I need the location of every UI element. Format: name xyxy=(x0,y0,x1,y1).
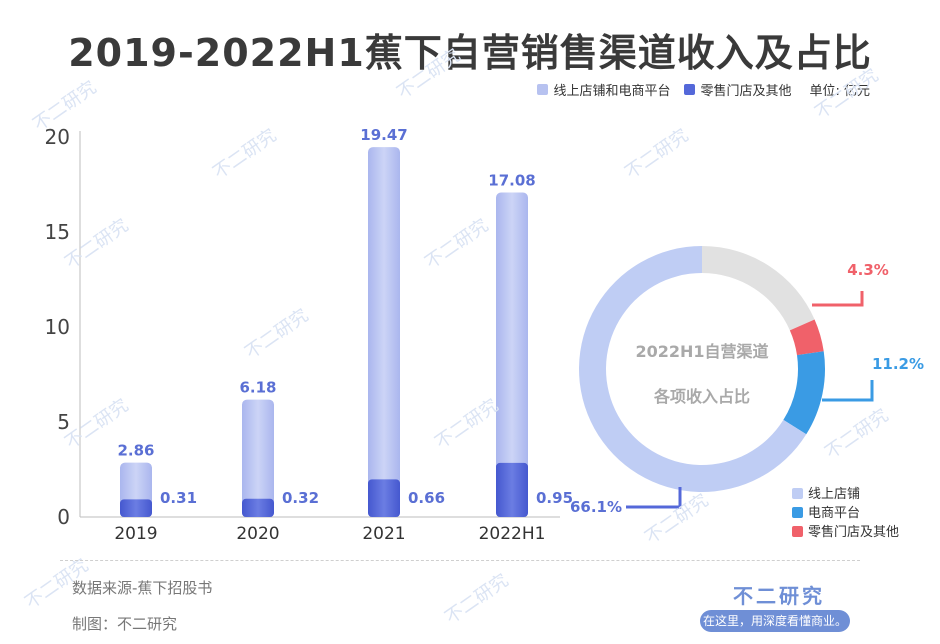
donut-legend-swatch xyxy=(792,488,803,499)
brand-logo-text: 不二研究 xyxy=(733,584,825,608)
chart-maker: 制图：不二研究 xyxy=(72,615,178,633)
bar-retail xyxy=(496,462,528,517)
donut-center-subtitle: 各项收入占比 xyxy=(653,387,750,406)
donut-legend-swatch xyxy=(792,526,803,537)
x-tick-label: 2020 xyxy=(236,524,279,544)
x-tick-label: 2022H1 xyxy=(479,524,546,544)
bar-value-label-online: 2.86 xyxy=(117,442,154,460)
donut-slice xyxy=(702,246,815,331)
donut-center-title: 2022H1自营渠道 xyxy=(635,342,768,361)
bar-online xyxy=(496,192,528,518)
y-tick-label: 15 xyxy=(45,220,70,244)
y-tick-label: 5 xyxy=(57,410,70,434)
legend-label-retail: 零售门店及其他 xyxy=(700,84,792,99)
bar-value-label-online: 6.18 xyxy=(239,379,276,397)
leader-line-light xyxy=(626,487,682,509)
donut-slice xyxy=(783,351,825,435)
legend-item-retail: 零售门店及其他 xyxy=(684,80,791,99)
leader-line-red xyxy=(812,291,864,307)
bar-retail xyxy=(120,499,152,517)
donut-label-blue: 11.2% xyxy=(872,355,924,373)
donut-hole xyxy=(607,274,797,464)
donut-legend-label: 线上店铺 xyxy=(808,487,860,502)
y-tick-label: 0 xyxy=(57,505,70,529)
bar-online xyxy=(368,147,400,517)
legend-item-online: 线上店铺和电商平台 xyxy=(537,80,670,99)
bar-value-label-retail: 0.32 xyxy=(282,489,319,507)
bar-value-label-online: 17.08 xyxy=(488,171,535,189)
donut-legend-label: 电商平台 xyxy=(808,506,860,521)
donut-slice xyxy=(789,319,824,356)
bar-value-label-online: 19.47 xyxy=(360,126,407,144)
donut-legend-swatch xyxy=(792,507,803,518)
footer-divider xyxy=(60,560,860,561)
leader-line-blue xyxy=(822,380,874,402)
data-source: 数据来源-蕉下招股书 xyxy=(72,579,213,597)
donut-legend-label: 零售门店及其他 xyxy=(808,524,899,540)
bar-value-label-retail: 0.66 xyxy=(408,489,445,507)
top-legend: 线上店铺和电商平台 零售门店及其他 单位: 亿元 xyxy=(537,80,870,99)
y-tick-label: 10 xyxy=(45,315,70,339)
chart-title: 2019-2022H1蕉下自营销售渠道收入及占比 xyxy=(68,31,872,75)
bar-value-label-retail: 0.95 xyxy=(536,489,573,507)
y-tick-label: 20 xyxy=(45,125,70,149)
bar-retail xyxy=(242,498,274,517)
brand-slogan: 在这里，用深度看懂商业。 xyxy=(700,610,850,632)
legend-swatch-light xyxy=(537,84,549,95)
bar-value-label-retail: 0.31 xyxy=(160,489,197,507)
unit-label: 单位: 亿元 xyxy=(809,84,870,99)
x-tick-label: 2019 xyxy=(114,524,157,544)
legend-label-online: 线上店铺和电商平台 xyxy=(553,84,671,99)
bar-retail xyxy=(368,479,400,517)
donut-label-light: 66.1% xyxy=(570,498,622,516)
legend-swatch-dark xyxy=(684,84,696,95)
x-tick-label: 2021 xyxy=(362,524,405,544)
donut-label-red: 4.3% xyxy=(847,261,889,279)
bar-online xyxy=(242,399,274,517)
